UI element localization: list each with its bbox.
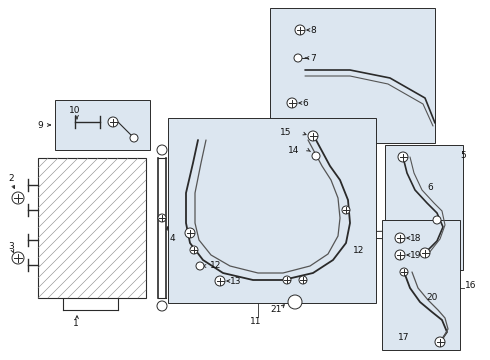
- Circle shape: [395, 233, 405, 243]
- Text: 21: 21: [270, 306, 281, 315]
- Text: 15: 15: [280, 127, 292, 136]
- Text: 11: 11: [250, 316, 262, 325]
- Circle shape: [196, 262, 204, 270]
- Text: 10: 10: [69, 105, 80, 114]
- Bar: [55, 100, 150, 150]
- Circle shape: [435, 337, 445, 347]
- Circle shape: [12, 192, 24, 204]
- Bar: [168, 118, 376, 303]
- Circle shape: [395, 250, 405, 260]
- Circle shape: [433, 216, 441, 224]
- Circle shape: [215, 276, 225, 286]
- Text: 12: 12: [353, 246, 365, 255]
- Text: 1: 1: [73, 320, 79, 328]
- Circle shape: [130, 134, 138, 142]
- Circle shape: [12, 252, 24, 264]
- Circle shape: [295, 25, 305, 35]
- Bar: [382, 220, 460, 350]
- Circle shape: [108, 117, 118, 127]
- Circle shape: [283, 276, 291, 284]
- Circle shape: [190, 246, 198, 254]
- Bar: [38, 158, 146, 298]
- Text: 17: 17: [398, 333, 410, 342]
- Circle shape: [294, 54, 302, 62]
- Text: 6: 6: [302, 99, 308, 108]
- Circle shape: [185, 228, 195, 238]
- Circle shape: [312, 152, 320, 160]
- Text: 4: 4: [170, 234, 175, 243]
- Circle shape: [157, 145, 167, 155]
- Text: 19: 19: [410, 251, 421, 260]
- Circle shape: [308, 131, 318, 141]
- Circle shape: [157, 301, 167, 311]
- Text: 8: 8: [310, 26, 316, 35]
- Circle shape: [342, 206, 350, 214]
- Text: 5: 5: [460, 150, 466, 159]
- Bar: [385, 145, 463, 270]
- Circle shape: [288, 295, 302, 309]
- Text: 7: 7: [310, 54, 316, 63]
- Text: 16: 16: [465, 280, 476, 289]
- Circle shape: [158, 214, 166, 222]
- Text: 12: 12: [210, 261, 221, 270]
- Text: 13: 13: [230, 276, 242, 285]
- Text: 18: 18: [410, 234, 421, 243]
- Text: 9: 9: [37, 121, 43, 130]
- Circle shape: [420, 248, 430, 258]
- Circle shape: [400, 268, 408, 276]
- Circle shape: [287, 98, 297, 108]
- Text: 20: 20: [426, 293, 438, 302]
- Circle shape: [299, 276, 307, 284]
- Circle shape: [398, 152, 408, 162]
- Text: 2: 2: [8, 174, 14, 183]
- Text: 14: 14: [288, 145, 299, 154]
- Bar: [270, 8, 435, 143]
- Text: 3: 3: [8, 242, 14, 251]
- Text: 6: 6: [427, 183, 433, 192]
